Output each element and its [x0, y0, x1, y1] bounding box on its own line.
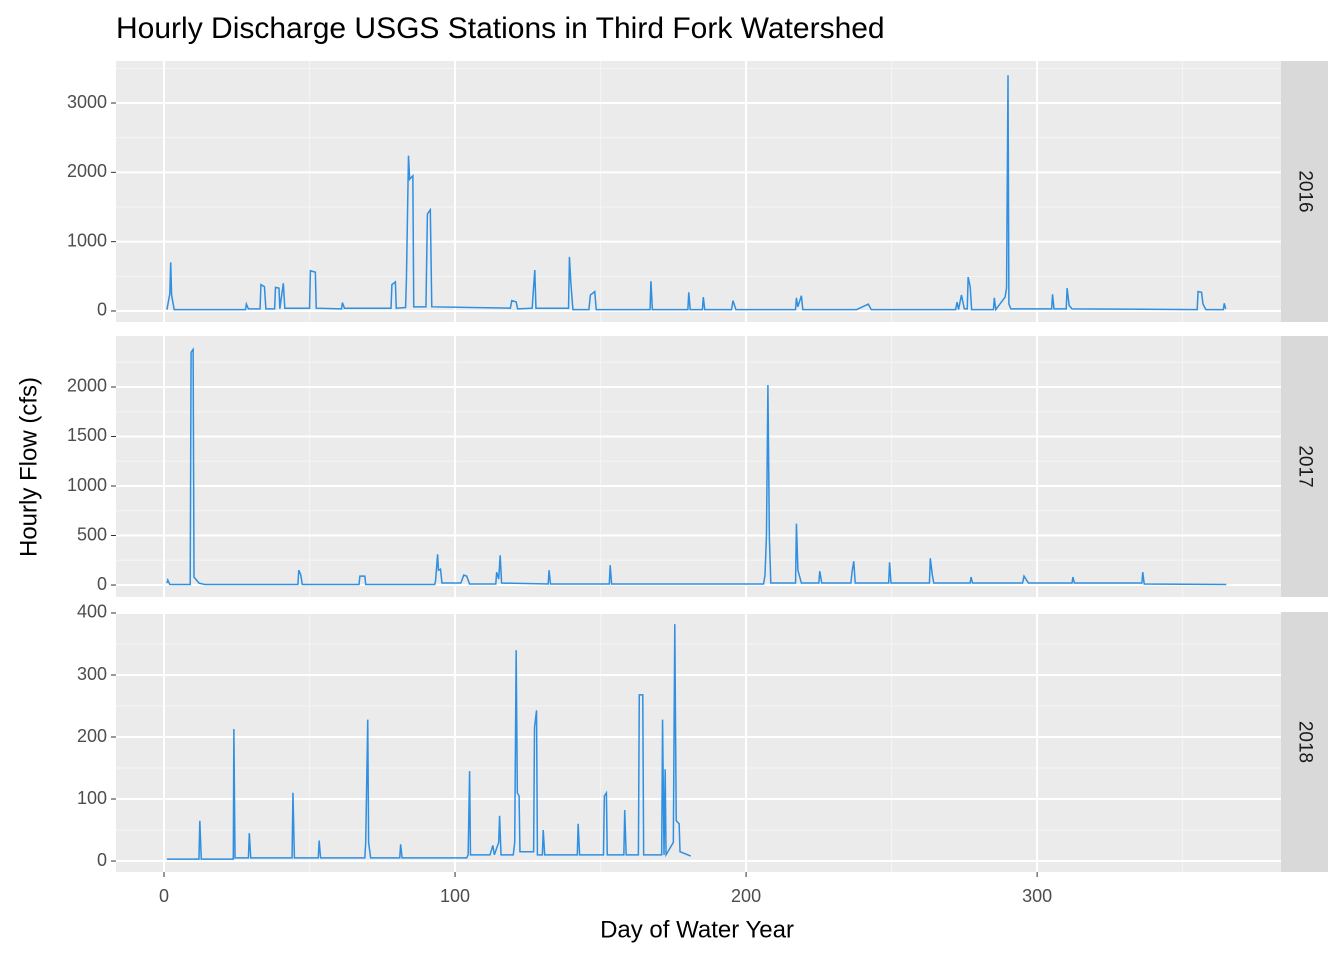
flow-line [166, 75, 1227, 312]
y-tick-label: 1000 [67, 475, 107, 495]
x-tick-label: 0 [159, 886, 169, 906]
strip-background [1281, 336, 1328, 597]
y-tick-label: 1000 [67, 230, 107, 250]
y-tick-label: 500 [77, 524, 107, 544]
y-tick-label: 300 [77, 664, 107, 684]
x-tick-label: 100 [440, 886, 470, 906]
strip-label: 2016 [1294, 170, 1315, 212]
flow-line [166, 346, 1227, 586]
y-tick-label: 1500 [67, 425, 107, 445]
y-tick-label: 0 [97, 850, 107, 870]
panel-background [116, 336, 1281, 597]
strip-background [1281, 61, 1328, 322]
panel-background [116, 612, 1281, 872]
strip-label: 2017 [1294, 445, 1315, 487]
x-axis-title: Day of Water Year [600, 916, 794, 943]
y-tick-label: 100 [77, 788, 107, 808]
x-tick-label: 200 [731, 886, 761, 906]
y-axis-title: Hourly Flow (cfs) [15, 377, 42, 557]
strip-label: 2018 [1294, 721, 1315, 763]
x-tick-label: 300 [1022, 886, 1052, 906]
y-tick-label: 3000 [67, 92, 107, 112]
y-tick-label: 2000 [67, 376, 107, 396]
chart-title: Hourly Discharge USGS Stations in Third … [116, 12, 885, 45]
y-tick-label: 0 [97, 574, 107, 594]
flow-line [166, 624, 692, 860]
y-tick-label: 0 [97, 300, 107, 320]
panel-background [116, 61, 1281, 322]
y-tick-label: 2000 [67, 161, 107, 181]
y-tick-label: 200 [77, 726, 107, 746]
y-tick-label: 400 [77, 602, 107, 622]
strip-background [1281, 612, 1328, 872]
